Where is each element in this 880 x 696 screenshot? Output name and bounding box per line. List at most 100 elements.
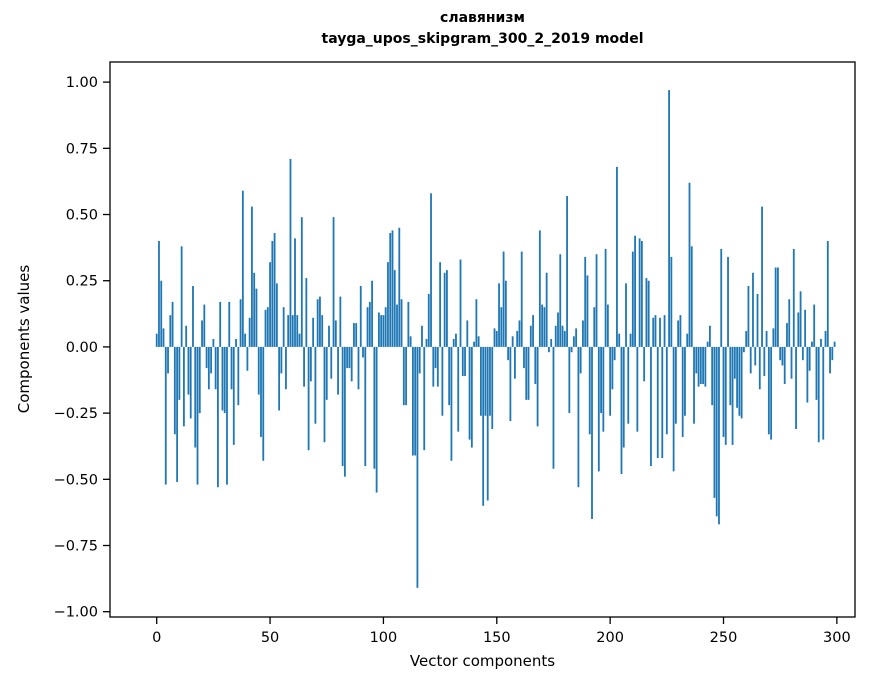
bar [747, 286, 750, 347]
bar [523, 346, 525, 369]
axes-frame [109, 61, 856, 618]
bar [314, 346, 317, 424]
bar [316, 299, 319, 347]
bar [459, 259, 462, 347]
chart-title-block: славянизм tayga_upos_skipgram_300_2_2019… [110, 8, 855, 50]
bar [192, 286, 194, 347]
bar [613, 346, 616, 361]
y-tick-label: 0.25 [66, 274, 98, 290]
bar [373, 346, 376, 469]
bar [282, 307, 285, 347]
bar [566, 195, 568, 347]
bar [368, 301, 371, 347]
bar [328, 325, 330, 347]
bar [822, 346, 825, 440]
bar [731, 346, 734, 445]
bar [813, 304, 816, 347]
bar [795, 346, 797, 429]
bar [588, 346, 591, 435]
bar [713, 346, 716, 498]
bar [303, 346, 305, 387]
bar [221, 346, 224, 411]
bar [375, 346, 378, 493]
bar [185, 325, 188, 347]
bar [228, 301, 231, 347]
bar [405, 346, 407, 406]
bar [804, 309, 807, 347]
bar [616, 166, 618, 347]
bar [650, 346, 652, 467]
bar [264, 309, 267, 347]
bar [477, 336, 480, 347]
bar [155, 333, 158, 347]
bar [393, 270, 396, 347]
bar [332, 217, 335, 347]
bar [343, 346, 346, 477]
bar [398, 227, 401, 347]
bar [507, 346, 510, 361]
bar [339, 296, 342, 347]
bar [498, 283, 500, 347]
bar [482, 346, 485, 506]
bar [561, 325, 564, 347]
bar [711, 346, 714, 406]
bar [525, 346, 528, 400]
bar [262, 346, 265, 461]
bar [688, 182, 691, 347]
bar [280, 346, 283, 374]
bar [260, 346, 262, 437]
bar [527, 346, 530, 400]
bar [518, 320, 521, 347]
bar [749, 346, 752, 374]
bar [212, 338, 215, 347]
bar [251, 206, 253, 347]
bar [289, 158, 292, 347]
bar [572, 336, 575, 347]
bar [430, 193, 432, 347]
bar [536, 346, 539, 427]
bar [706, 341, 709, 347]
bar [695, 346, 698, 374]
bar [756, 293, 759, 347]
bar [765, 331, 768, 347]
bar [677, 320, 680, 347]
chart-title: славянизм [440, 10, 525, 26]
bar [686, 333, 689, 347]
bar [443, 272, 446, 347]
bar [625, 283, 627, 347]
bar [201, 320, 203, 347]
bar [384, 307, 387, 347]
bar [407, 301, 410, 347]
bar [226, 346, 228, 485]
bar [797, 312, 800, 347]
bar [767, 346, 770, 435]
bar [169, 315, 172, 347]
bar [319, 296, 321, 347]
bar [504, 280, 507, 347]
bar [300, 217, 303, 347]
bar [582, 320, 584, 347]
bar [609, 346, 612, 416]
bar [774, 267, 777, 347]
bar [520, 251, 523, 347]
bar [235, 338, 237, 347]
bar [829, 346, 831, 374]
bar [475, 299, 478, 347]
bar [638, 238, 641, 347]
bar [296, 315, 299, 347]
bar [543, 307, 546, 347]
bar [636, 346, 639, 432]
bar [271, 241, 274, 347]
bar [230, 346, 233, 390]
bar [180, 246, 183, 347]
bar [584, 256, 587, 347]
bar [171, 301, 174, 347]
bar [198, 346, 201, 414]
bar [423, 346, 426, 451]
bar [604, 248, 607, 347]
bar [421, 325, 423, 347]
bar [534, 346, 537, 384]
bar [432, 346, 435, 387]
bar [738, 346, 741, 416]
